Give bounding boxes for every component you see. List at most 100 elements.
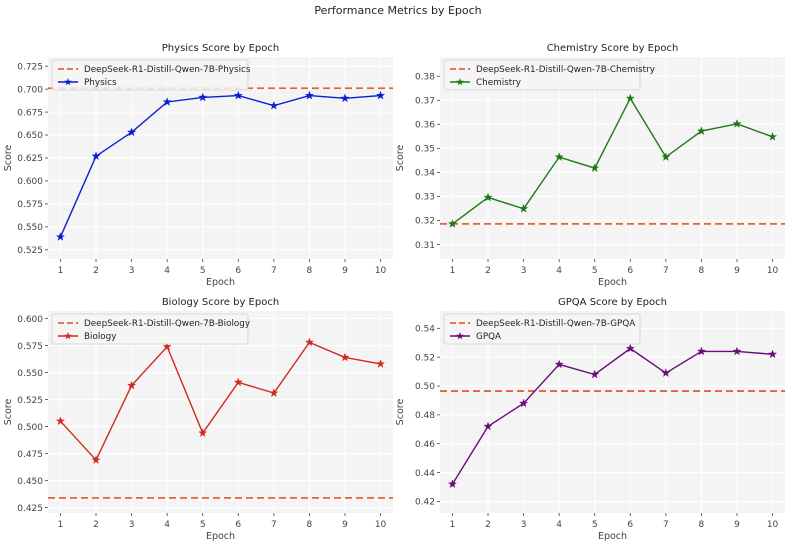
data-point xyxy=(198,92,208,102)
data-point xyxy=(162,341,172,351)
y-tick-label: 0.450 xyxy=(17,477,43,487)
y-tick-label: 0.700 xyxy=(17,85,43,95)
plot-area xyxy=(48,311,393,513)
x-tick-label: 4 xyxy=(556,266,562,276)
x-tick-label: 10 xyxy=(375,266,387,276)
y-tick-label: 0.32 xyxy=(415,217,435,227)
x-tick-label: 8 xyxy=(307,520,313,530)
plot-area xyxy=(440,57,785,259)
data-point xyxy=(447,479,458,489)
x-tick-label: 3 xyxy=(129,266,135,276)
y-axis-label: Score xyxy=(395,399,406,426)
chart-title: Chemistry Score by Epoch xyxy=(547,43,679,54)
data-point xyxy=(340,352,350,362)
x-tick-label: 6 xyxy=(627,266,633,276)
legend-box xyxy=(443,59,641,91)
legend-series-swatch-marker xyxy=(64,332,72,340)
data-point xyxy=(625,93,635,103)
data-point xyxy=(590,369,600,379)
x-tick-label: 4 xyxy=(164,520,170,530)
data-point xyxy=(625,343,635,353)
x-axis-label: Epoch xyxy=(206,531,235,542)
x-axis-label: Epoch xyxy=(206,277,235,288)
legend-baseline-label: DeepSeek-R1-Distill-Qwen-7B-Biology xyxy=(84,319,250,329)
x-tick-label: 8 xyxy=(307,266,313,276)
data-point xyxy=(696,346,706,356)
y-axis-label: Score xyxy=(3,399,14,426)
x-tick-label: 4 xyxy=(164,266,170,276)
y-tick-label: 0.46 xyxy=(415,440,435,450)
y-tick-label: 0.500 xyxy=(17,423,43,433)
x-tick-label: 5 xyxy=(200,266,206,276)
plot-area xyxy=(440,311,785,513)
data-point xyxy=(91,455,101,464)
y-tick-label: 0.675 xyxy=(17,108,43,118)
y-tick-label: 0.50 xyxy=(415,382,435,392)
data-point xyxy=(519,203,529,213)
series-line xyxy=(451,347,773,485)
x-tick-label: 3 xyxy=(129,520,135,530)
data-point xyxy=(233,90,243,100)
data-point xyxy=(127,127,137,137)
x-tick-label: 1 xyxy=(450,520,456,530)
data-point xyxy=(767,132,778,141)
y-tick-label: 0.550 xyxy=(17,223,43,233)
y-tick-label: 0.525 xyxy=(17,246,43,256)
data-point xyxy=(269,388,279,397)
x-tick-label: 5 xyxy=(200,520,206,530)
y-tick-label: 0.52 xyxy=(415,353,435,363)
data-point xyxy=(304,337,314,347)
x-tick-label: 3 xyxy=(521,266,527,276)
data-point xyxy=(269,100,279,110)
legend-series-label: Biology xyxy=(84,332,116,342)
data-point xyxy=(483,421,493,431)
y-axis-label: Score xyxy=(3,145,14,172)
x-tick-label: 10 xyxy=(767,520,779,530)
y-tick-label: 0.38 xyxy=(415,72,435,82)
legend-baseline-label: DeepSeek-R1-Distill-Qwen-7B-Chemistry xyxy=(476,65,655,75)
series-line xyxy=(452,96,773,225)
legend-box xyxy=(51,313,249,345)
x-tick-label: 2 xyxy=(93,520,99,530)
y-tick-label: 0.725 xyxy=(17,62,43,72)
legend-baseline-label: DeepSeek-R1-Distill-Qwen-7B-Physics xyxy=(84,65,251,75)
data-point xyxy=(661,368,671,377)
x-tick-label: 6 xyxy=(627,520,633,530)
data-point xyxy=(519,398,529,408)
legend-series-label: Chemistry xyxy=(476,78,521,88)
legend-series-label: GPQA xyxy=(476,332,501,342)
data-point xyxy=(233,377,243,387)
x-tick-label: 9 xyxy=(342,266,348,276)
chart-panel-4: GPQA Score by Epoch 1 2 3 4 5 6 7 8 9 10 Epoch 0.42 0… xyxy=(395,297,785,542)
figure-title: Performance Metrics by Epoch xyxy=(314,4,482,17)
legend-box xyxy=(51,59,249,91)
x-tick-label: 10 xyxy=(375,520,387,530)
y-tick-label: 0.425 xyxy=(17,504,43,514)
y-tick-label: 0.44 xyxy=(415,469,435,479)
legend-series-swatch-marker xyxy=(456,78,464,86)
y-tick-label: 0.575 xyxy=(17,200,43,210)
y-tick-label: 0.54 xyxy=(415,325,435,335)
x-tick-label: 8 xyxy=(699,520,705,530)
y-tick-label: 0.600 xyxy=(17,315,43,325)
data-point xyxy=(375,90,386,100)
data-point xyxy=(340,93,350,103)
x-tick-label: 2 xyxy=(485,520,491,530)
x-tick-label: 6 xyxy=(235,266,241,276)
y-tick-label: 0.650 xyxy=(17,131,43,141)
legend-series-swatch-marker xyxy=(64,78,72,86)
x-axis-label: Epoch xyxy=(598,277,627,288)
legend-series-label: Physics xyxy=(84,78,117,88)
y-tick-label: 0.575 xyxy=(17,342,43,352)
data-point xyxy=(55,232,66,241)
y-tick-label: 0.34 xyxy=(415,169,435,179)
chart-title: Biology Score by Epoch xyxy=(162,297,279,308)
data-point xyxy=(732,119,742,128)
y-tick-label: 0.600 xyxy=(17,177,43,187)
data-point xyxy=(483,192,493,202)
x-tick-label: 3 xyxy=(521,520,527,530)
data-point xyxy=(661,152,671,161)
x-axis-label: Epoch xyxy=(598,531,627,542)
x-tick-label: 5 xyxy=(592,520,598,530)
